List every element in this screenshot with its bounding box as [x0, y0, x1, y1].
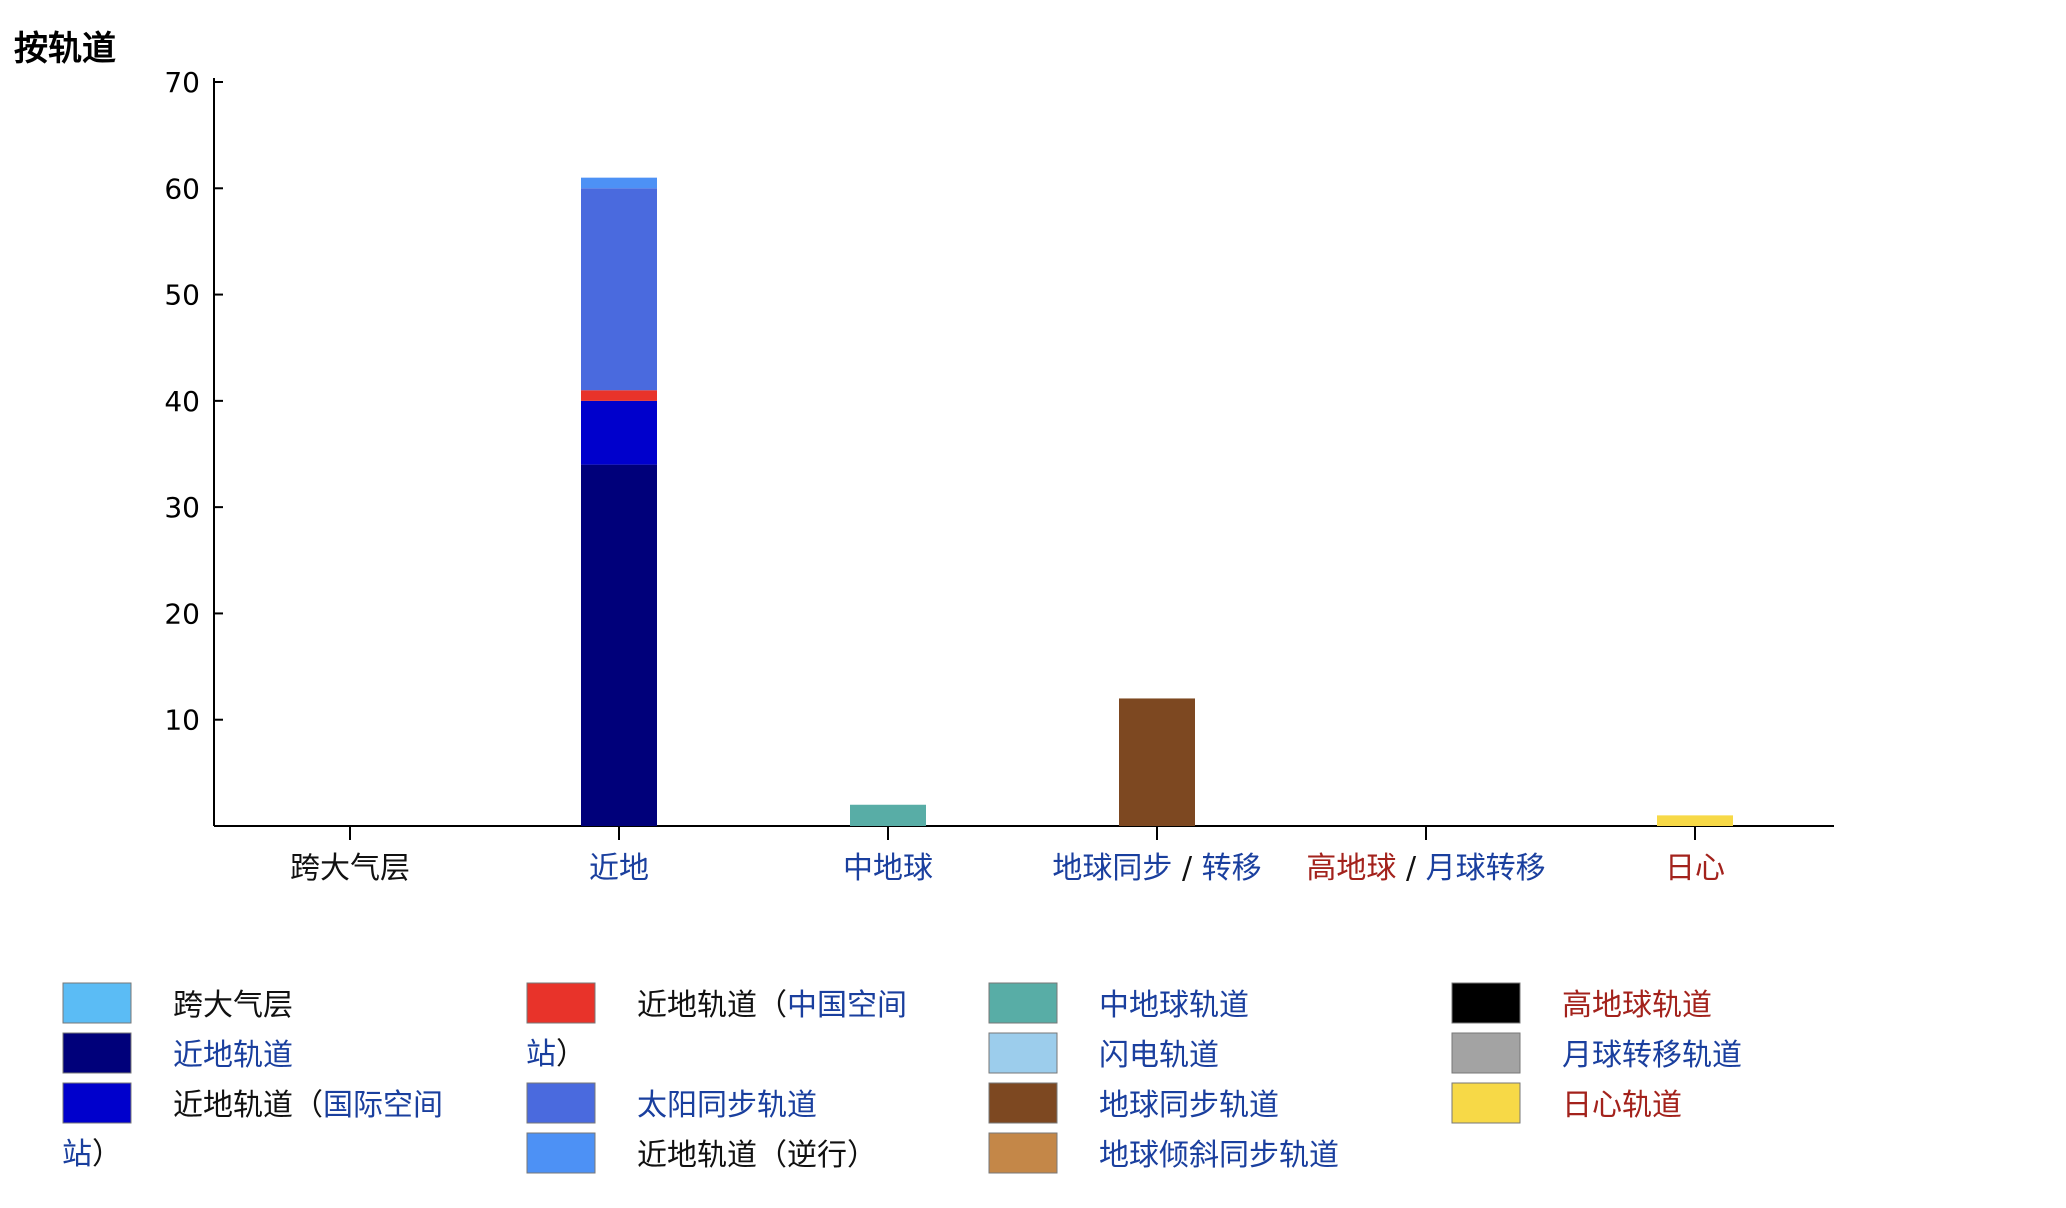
y-tick-label: 70: [164, 66, 200, 99]
x-category-label: 跨大气层: [290, 851, 410, 886]
x-category-label: 中地球: [843, 851, 933, 886]
bar-segment: [581, 390, 657, 401]
legend-label-part: 站: [526, 1037, 556, 1072]
legend-label-part: 国际空间: [323, 1088, 443, 1123]
legend-label-part: 近地轨道（: [173, 1088, 323, 1123]
y-tick-label: 40: [164, 385, 200, 418]
y-tick-label: 60: [164, 172, 200, 205]
legend-label: 近地轨道（逆行）: [637, 1138, 877, 1173]
legend-item: 地球同步轨道: [988, 1082, 1279, 1124]
legend-label: 中地球轨道: [1099, 988, 1249, 1023]
legend-swatch: [62, 1082, 132, 1124]
legend-label-part: 跨大气层: [173, 988, 293, 1023]
y-tick-label: 10: [164, 704, 200, 737]
x-category-label-part: /: [1172, 851, 1201, 886]
legend-label-part: ）: [92, 1137, 122, 1172]
legend-swatch: [526, 1132, 596, 1174]
y-axis: 10 20 30 40 50 60 70: [164, 66, 223, 826]
legend-label: 地球同步轨道: [1099, 1088, 1279, 1123]
x-category-label-part: 中地球: [843, 851, 933, 886]
legend-label-part: 近地轨道（逆行）: [637, 1138, 877, 1173]
legend-label: 月球转移轨道: [1562, 1038, 1742, 1073]
chart-title: 按轨道: [14, 29, 116, 69]
legend-item: 中地球轨道: [988, 982, 1249, 1024]
legend-label-part: ）: [556, 1037, 586, 1072]
legend-label-part: 近地轨道: [173, 1038, 293, 1073]
legend-swatch: [526, 1082, 596, 1124]
x-category-label: 日心: [1665, 851, 1725, 886]
legend-label: 站）: [526, 1037, 586, 1072]
bar-segment: [850, 804, 926, 826]
legend-swatch: [988, 1132, 1058, 1174]
legend-swatch: [988, 1082, 1058, 1124]
bar-segment: [1119, 698, 1195, 826]
legend-label: 地球倾斜同步轨道: [1099, 1138, 1339, 1173]
x-category-label-part: 转移: [1202, 851, 1262, 886]
legend-swatch: [1451, 1082, 1521, 1124]
legend-label: 跨大气层: [173, 988, 293, 1023]
legend-item: 地球倾斜同步轨道: [988, 1132, 1339, 1174]
legend-item: 太阳同步轨道: [526, 1082, 817, 1124]
legend-label-part: 地球同步轨道: [1099, 1088, 1279, 1123]
x-category-label: 地球同步 / 转移: [1052, 851, 1261, 886]
legend-label: 近地轨道: [173, 1038, 293, 1073]
bar-stacks: [581, 177, 1733, 826]
legend-label: 太阳同步轨道: [637, 1088, 817, 1123]
legend-label-part: 地球倾斜同步轨道: [1099, 1138, 1339, 1173]
legend-label-part: 中地球轨道: [1099, 988, 1249, 1023]
y-tick-label: 20: [164, 597, 200, 630]
legend-swatch: [1451, 982, 1521, 1024]
legend-swatch: [62, 1032, 132, 1074]
x-category-label-part: 跨大气层: [290, 851, 410, 886]
y-tick-label: 30: [164, 491, 200, 524]
x-category-label-part: /: [1396, 851, 1425, 886]
legend-label-part: 近地轨道（: [637, 988, 787, 1023]
legend-label: 近地轨道（国际空间: [173, 1088, 443, 1123]
bar-segment: [581, 464, 657, 826]
legend-item: 日心轨道: [1451, 1082, 1682, 1124]
legend-item: 高地球轨道: [1451, 982, 1712, 1024]
bar-segment: [581, 177, 657, 189]
bar-segment: [1657, 815, 1733, 826]
x-category-label-part: 地球同步: [1052, 851, 1172, 886]
legend: 跨大气层近地轨道近地轨道（国际空间站）近地轨道（中国空间站）太阳同步轨道近地轨道…: [62, 982, 1742, 1174]
bar-segment: [581, 188, 657, 391]
x-category-label-part: 日心: [1665, 851, 1725, 886]
legend-label-part: 日心轨道: [1562, 1088, 1682, 1123]
legend-swatch: [62, 982, 132, 1024]
x-category-label: 近地: [589, 851, 649, 886]
legend-label-part: 闪电轨道: [1099, 1038, 1219, 1073]
legend-item: 跨大气层: [62, 982, 293, 1024]
legend-swatch: [1451, 1032, 1521, 1074]
legend-label-part: 高地球轨道: [1562, 988, 1712, 1023]
legend-label: 高地球轨道: [1562, 988, 1712, 1023]
x-category-label-part: 月球转移: [1426, 851, 1546, 886]
legend-swatch: [988, 982, 1058, 1024]
legend-label: 近地轨道（中国空间: [637, 988, 907, 1023]
legend-item: 月球转移轨道: [1451, 1032, 1742, 1074]
x-category-label-part: 高地球: [1306, 851, 1396, 886]
legend-item: 近地轨道（逆行）: [526, 1132, 877, 1174]
legend-label: 站）: [62, 1137, 122, 1172]
legend-item: 近地轨道: [62, 1032, 293, 1074]
legend-swatch: [526, 982, 596, 1024]
legend-label: 闪电轨道: [1099, 1038, 1219, 1073]
y-tick-label: 50: [164, 279, 200, 312]
legend-label: 日心轨道: [1562, 1088, 1682, 1123]
legend-label-part: 中国空间: [787, 988, 907, 1023]
legend-label-part: 月球转移轨道: [1562, 1038, 1742, 1073]
legend-item: 闪电轨道: [988, 1032, 1219, 1074]
legend-label-part: 站: [62, 1137, 92, 1172]
x-category-label: 高地球 / 月球转移: [1306, 851, 1545, 886]
legend-label-part: 太阳同步轨道: [637, 1088, 817, 1123]
x-axis: 跨大气层 近地 中地球 地球同步 / 转移 高地球 / 月球转移 日心: [214, 825, 1834, 886]
x-category-label-part: 近地: [589, 851, 649, 886]
bar-segment: [581, 400, 657, 465]
legend-swatch: [988, 1032, 1058, 1074]
